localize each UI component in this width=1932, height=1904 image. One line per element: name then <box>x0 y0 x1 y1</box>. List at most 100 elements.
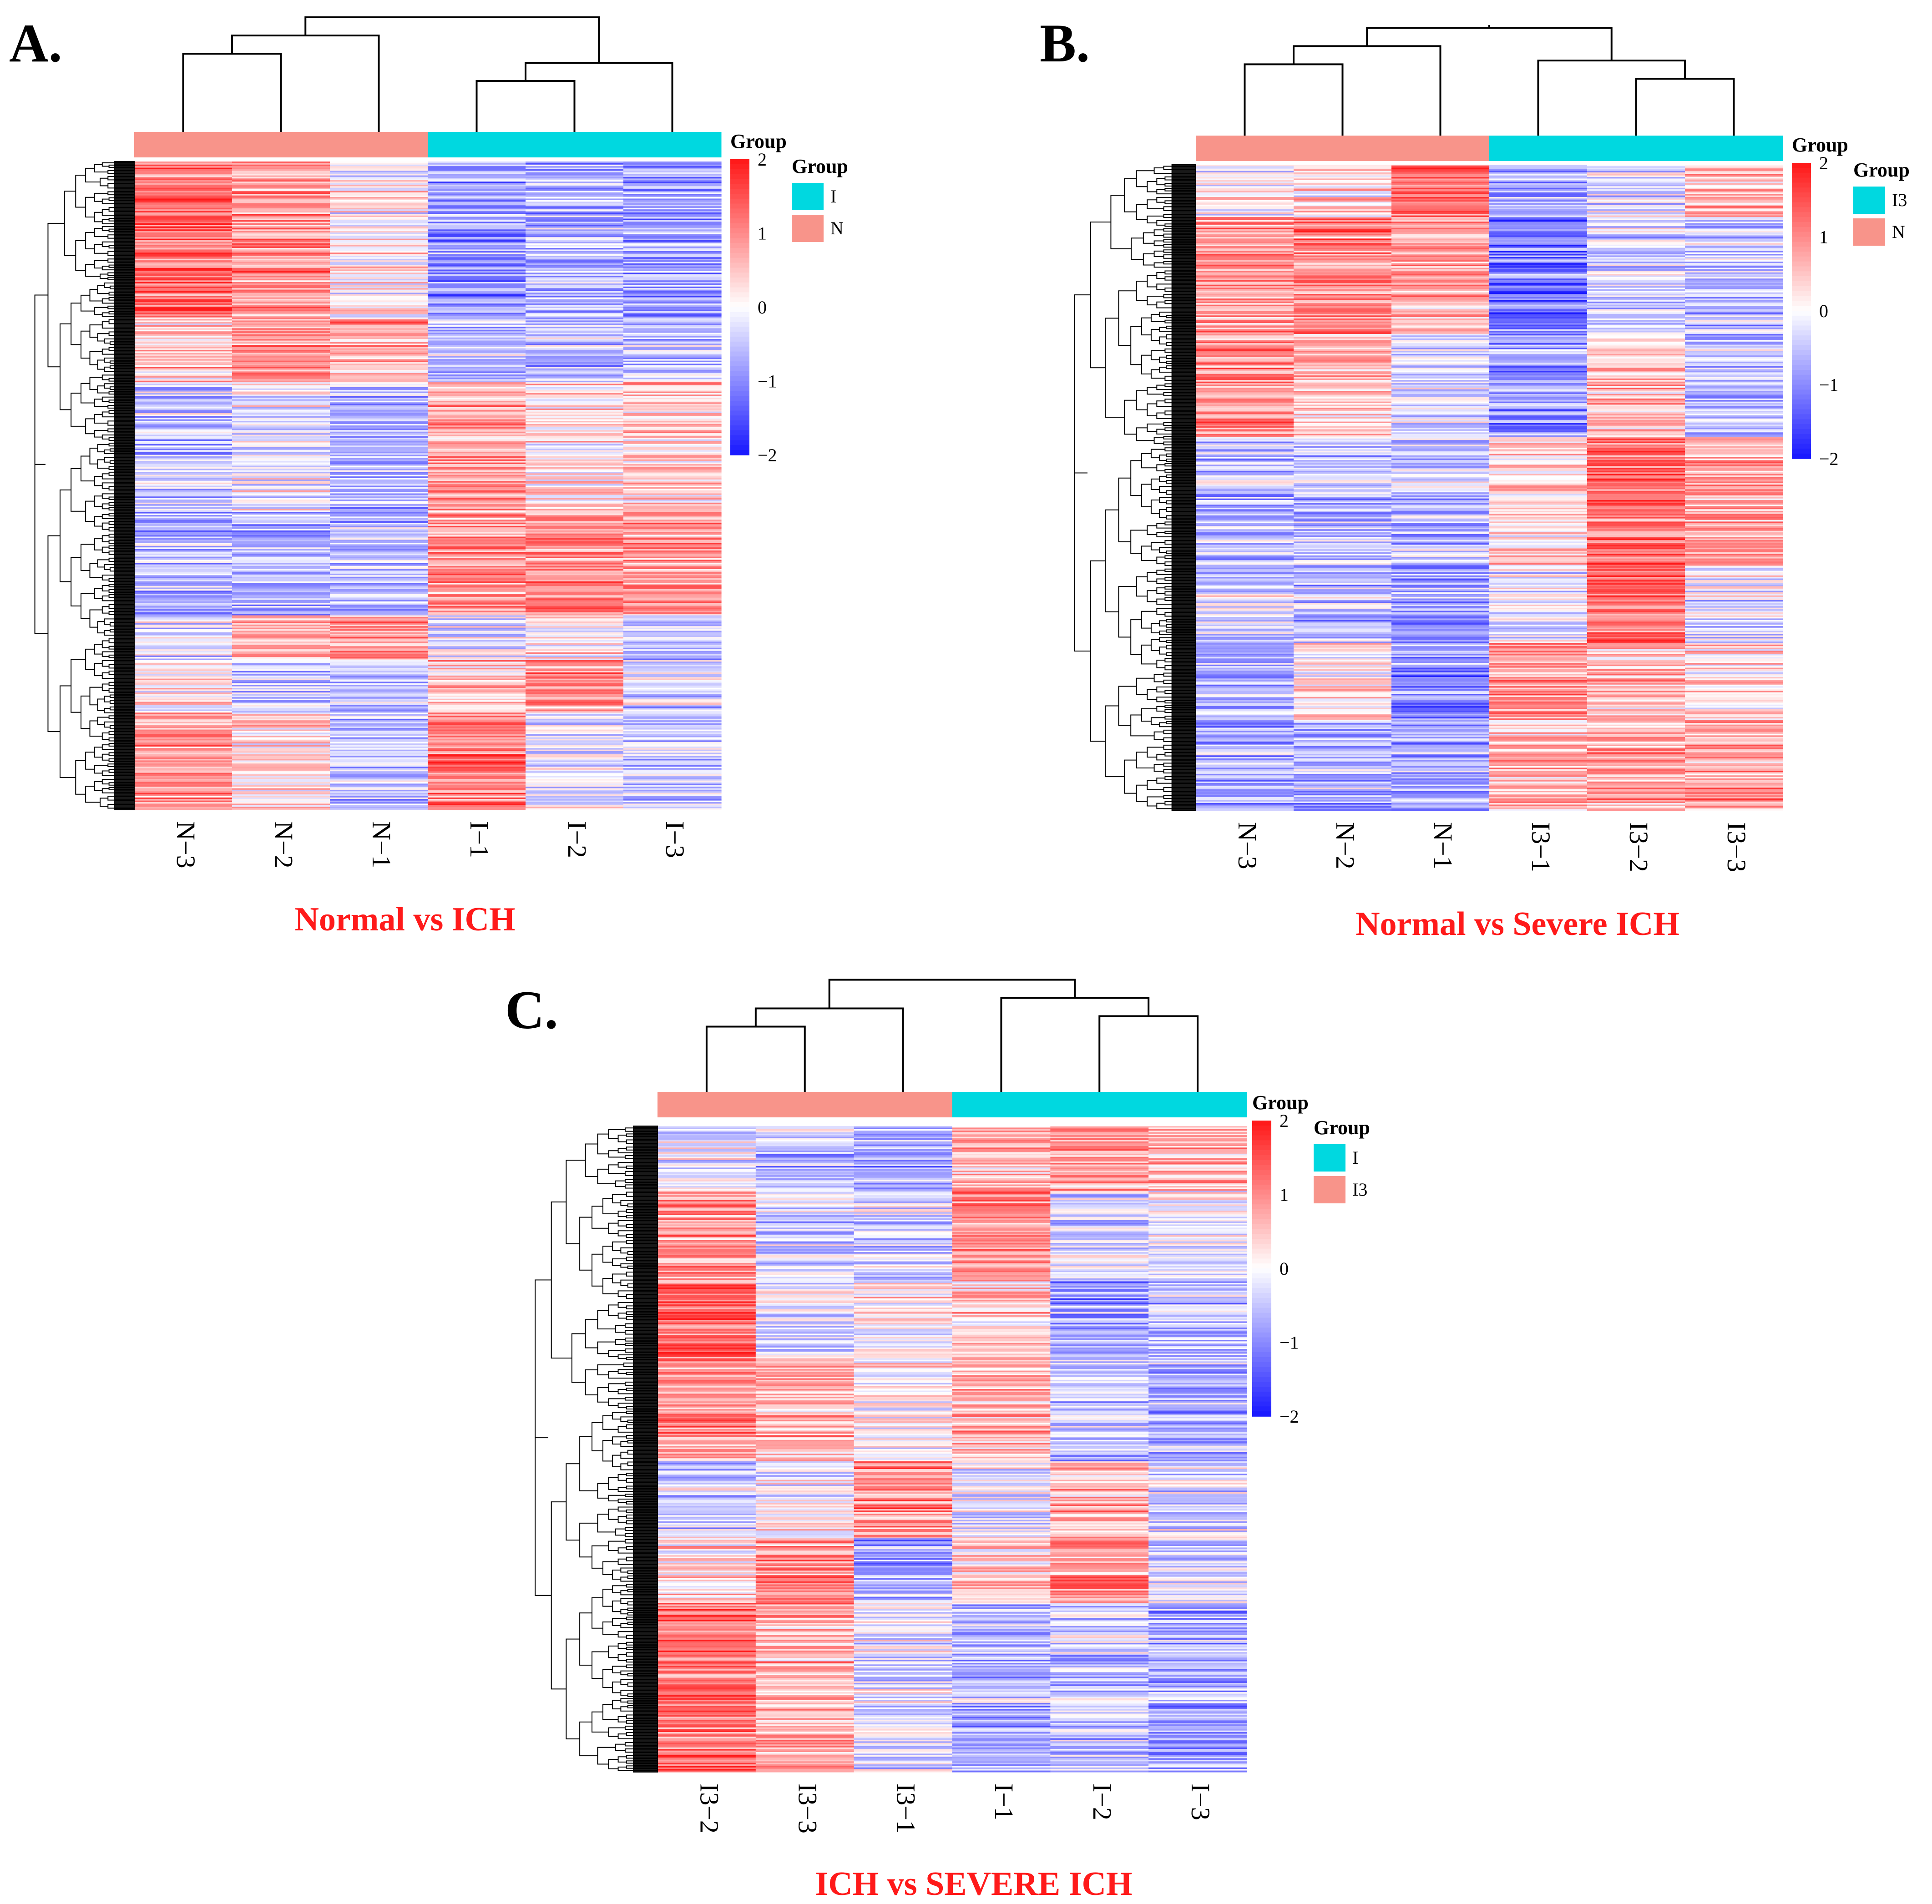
dendrogram-branch <box>108 743 115 747</box>
heatmap-cell <box>526 175 624 177</box>
dendrogram-branch <box>101 298 115 304</box>
heatmap-cell <box>1685 567 1783 570</box>
heatmap-cell <box>1391 526 1490 528</box>
heatmap-cell <box>428 760 526 763</box>
heatmap-cell <box>330 591 428 593</box>
heatmap-cell <box>330 762 428 764</box>
heatmap-cell <box>1196 329 1294 331</box>
heatmap-cell <box>330 309 428 312</box>
heatmap-cell <box>330 469 428 471</box>
heatmap-cell <box>623 274 722 276</box>
heatmap-cell <box>526 205 624 207</box>
heatmap-cell <box>1587 623 1685 625</box>
heatmap-cell <box>1294 450 1392 453</box>
heatmap-cell <box>428 421 526 423</box>
heatmap-cell <box>428 434 526 437</box>
heatmap-cell <box>134 505 233 508</box>
heatmap-cell <box>428 680 526 682</box>
dendrogram-branch <box>71 557 81 606</box>
heatmap-cell <box>526 376 624 378</box>
heatmap-cell <box>526 692 624 695</box>
heatmap-cell <box>1587 449 1685 451</box>
heatmap-cell <box>134 197 233 199</box>
dendrogram-branch <box>108 654 115 658</box>
heatmap-cell <box>1587 526 1685 528</box>
heatmap-cell <box>1489 649 1588 651</box>
heatmap-cell <box>428 453 526 455</box>
heatmap-cell <box>134 711 233 713</box>
heatmap-cell <box>134 367 233 369</box>
dendrogram-branch <box>101 732 109 740</box>
heatmap-cell <box>428 462 526 465</box>
heatmap-cell <box>526 697 624 699</box>
heatmap-cell <box>1391 186 1490 188</box>
heatmap-cell <box>428 163 526 165</box>
heatmap-cell <box>526 266 624 268</box>
heatmap-cell <box>232 789 330 792</box>
heatmap-cell <box>1196 383 1294 385</box>
heatmap-cell <box>1294 461 1392 464</box>
heatmap-cell <box>1294 463 1392 465</box>
heatmap-cell <box>526 805 624 807</box>
heatmap-cell <box>1587 175 1685 177</box>
heatmap-cell <box>1489 470 1588 473</box>
heatmap-cell <box>1685 426 1783 428</box>
heatmap-cell <box>1685 328 1783 330</box>
heatmap-cell <box>623 317 722 319</box>
heatmap-cell <box>1685 217 1783 219</box>
dendrogram-branch <box>81 294 95 312</box>
heatmap-cell <box>330 529 428 531</box>
heatmap-cell <box>1294 481 1392 484</box>
heatmap-cell <box>232 345 330 347</box>
heatmap-cell <box>1685 272 1783 274</box>
heatmap-cell <box>1587 204 1685 207</box>
heatmap-cell <box>330 500 428 502</box>
heatmap-cell <box>1685 558 1783 561</box>
heatmap-cell <box>1391 549 1490 551</box>
heatmap-cell <box>330 682 428 684</box>
heatmap-cell <box>1587 600 1685 602</box>
heatmap-cell <box>1294 349 1392 351</box>
heatmap-cell <box>526 665 624 667</box>
heatmap-cell <box>1685 349 1783 351</box>
heatmap-cell <box>1294 540 1392 542</box>
heatmap-cell <box>1196 217 1294 219</box>
heatmap-cell <box>1685 352 1783 354</box>
heatmap-cell <box>134 459 233 461</box>
heatmap-cell <box>428 736 526 738</box>
heatmap-cell <box>1489 515 1588 517</box>
heatmap-cell <box>232 271 330 273</box>
heatmap-cell <box>232 738 330 741</box>
heatmap-cell <box>1196 410 1294 413</box>
heatmap-cell <box>1196 191 1294 193</box>
heatmap-cell <box>526 391 624 394</box>
heatmap-cell <box>1685 583 1783 585</box>
heatmap-cell <box>428 169 526 171</box>
heatmap-cell <box>1294 641 1392 644</box>
heatmap-cell <box>623 563 722 565</box>
heatmap-cell <box>232 387 330 389</box>
heatmap-cell <box>1489 324 1588 327</box>
heatmap-cell <box>1587 514 1685 516</box>
heatmap-cell <box>1294 258 1392 261</box>
heatmap-cell <box>330 746 428 748</box>
heatmap-cell <box>623 453 722 455</box>
heatmap-cell <box>134 191 233 193</box>
heatmap-cell <box>1489 254 1588 256</box>
heatmap-cell <box>1391 641 1490 644</box>
heatmap-cell <box>428 430 526 432</box>
heatmap-cell <box>1685 535 1783 537</box>
heatmap-cell <box>623 314 722 316</box>
heatmap-cell <box>1196 328 1294 330</box>
heatmap-cell <box>428 167 526 170</box>
heatmap-cell <box>134 651 233 653</box>
heatmap-cell <box>232 380 330 383</box>
heatmap-cell <box>330 280 428 283</box>
heatmap-cell <box>428 458 526 460</box>
heatmap-cell <box>1196 298 1294 301</box>
heatmap-cell <box>623 251 722 253</box>
heatmap-cell <box>623 583 722 585</box>
heatmap-cell <box>1685 615 1783 617</box>
heatmap-cell <box>1294 448 1392 450</box>
heatmap-cell <box>1685 359 1783 360</box>
